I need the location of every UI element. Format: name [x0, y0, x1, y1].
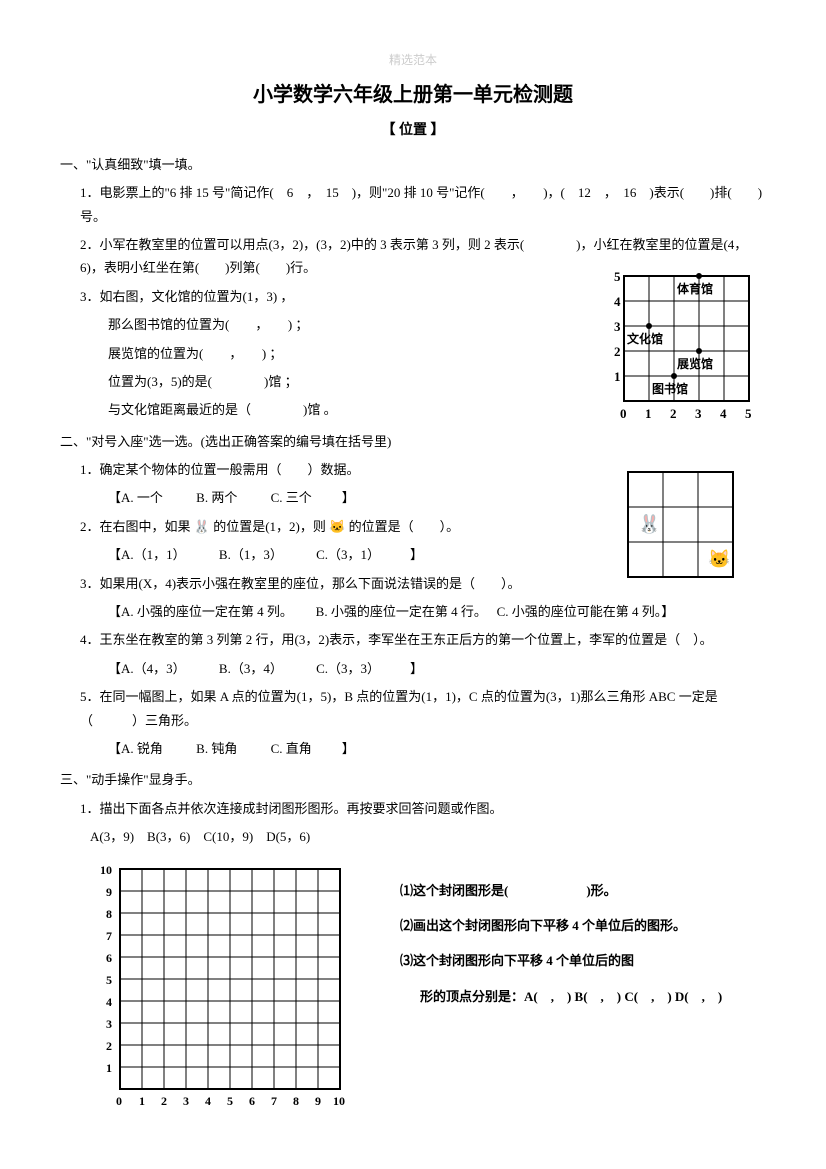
svg-text:7: 7 — [106, 929, 112, 943]
q3-sub1: ⑴这个封闭图形是( )形。 — [400, 879, 722, 902]
section1-header: 一、"认真细致"填一填。 — [60, 153, 766, 176]
rabbit-icon: 🐰 — [194, 519, 210, 534]
svg-text:2: 2 — [670, 406, 677, 421]
q2-3: 3．如果用(X，4)表示小强在教室里的座位，那么下面说法错误的是（ ）。 — [80, 572, 766, 595]
svg-text:3: 3 — [695, 406, 702, 421]
svg-text:4: 4 — [106, 995, 112, 1009]
q2-3-opt-c: C. 小强的座位可能在第 4 列。 — [497, 604, 662, 619]
svg-text:0: 0 — [620, 406, 627, 421]
svg-text:6: 6 — [249, 1094, 255, 1108]
q2-5-opt-b: B. 钝角 — [196, 737, 237, 760]
q2-4-opt-c: C.（3，3） — [316, 657, 380, 680]
section3-header: 三、"动手操作"显身手。 — [60, 768, 766, 791]
q2-2-opt-a: A.（1，1） — [121, 543, 186, 566]
watermark-text: 精选范本 — [60, 50, 766, 72]
grid-subquestions: ⑴这个封闭图形是( )形。 ⑵画出这个封闭图形向下平移 4 个单位后的图形。 ⑶… — [400, 859, 722, 1021]
q3-sub2: ⑵画出这个封闭图形向下平移 4 个单位后的图形。 — [400, 914, 722, 937]
svg-text:9: 9 — [106, 885, 112, 899]
svg-text:1: 1 — [645, 406, 652, 421]
q3-1: 1．描出下面各点并依次连接成封闭图形图形。再按要求回答问题或作图。 — [80, 797, 766, 820]
svg-text:6: 6 — [106, 951, 112, 965]
q2-1-opt-b: B. 两个 — [196, 486, 237, 509]
q3-sub3: ⑶这个封闭图形向下平移 4 个单位后的图 — [400, 949, 722, 972]
q3-sub3b: 形的顶点分别是：A( , ) B( , ) C( , ) D( , ) — [420, 985, 722, 1008]
q2-5-opt-a: A. 锐角 — [121, 737, 163, 760]
svg-text:2: 2 — [161, 1094, 167, 1108]
q2-1-opt-c: C. 三个 — [271, 486, 312, 509]
svg-text:1: 1 — [614, 369, 621, 384]
location-chart-svg: 5 4 3 2 1 0 1 2 3 4 5 体育馆 文化馆 展览馆 图书馆 — [606, 268, 766, 428]
svg-text:7: 7 — [271, 1094, 277, 1108]
q2-4-opt-b: B.（3，4） — [219, 657, 283, 680]
location-chart: 5 4 3 2 1 0 1 2 3 4 5 体育馆 文化馆 展览馆 图书馆 — [606, 268, 766, 435]
q2-5: 5．在同一幅图上，如果 A 点的位置为(1，5)，B 点的位置为(1，1)，C … — [80, 685, 766, 732]
page-title: 小学数学六年级上册第一单元检测题 — [60, 77, 766, 113]
page-subtitle: 【 位置 】 — [60, 118, 766, 143]
svg-text:🐰: 🐰 — [638, 513, 660, 534]
svg-text:9: 9 — [315, 1094, 321, 1108]
svg-text:1: 1 — [106, 1061, 112, 1075]
svg-text:🐱: 🐱 — [708, 549, 730, 569]
svg-text:2: 2 — [614, 344, 621, 359]
q3-1-coords: A(3，9) B(3，6) C(10，9) D(5，6) — [90, 825, 766, 848]
q2-3-options: 【A. 小强的座位一定在第 4 列。 B. 小强的座位一定在第 4 行。 C. … — [108, 600, 766, 623]
cat-icon: 🐱 — [329, 519, 345, 534]
svg-text:4: 4 — [720, 406, 727, 421]
svg-text:3: 3 — [614, 319, 621, 334]
svg-text:3: 3 — [183, 1094, 189, 1108]
svg-text:1: 1 — [139, 1094, 145, 1108]
q2-3-opt-b: B. 小强的座位一定在第 4 行。 — [316, 604, 481, 619]
svg-text:展览馆: 展览馆 — [677, 356, 713, 371]
q2-4-options: 【A.（4，3） B.（3，4） C.（3，3）】 — [108, 657, 766, 680]
q2-4-opt-a: A.（4，3） — [121, 657, 186, 680]
svg-text:图书馆: 图书馆 — [652, 381, 688, 396]
svg-text:4: 4 — [205, 1094, 211, 1108]
coordinate-grid-svg: 10 9 8 7 6 5 4 3 2 1 0 1 2 3 4 5 6 7 8 9… — [90, 859, 370, 1119]
q2-2-opt-c: C.（3，1） — [316, 543, 380, 566]
svg-text:5: 5 — [106, 973, 112, 987]
q2-2-text1: 2．在右图中，如果 — [80, 519, 194, 534]
q2-2-text3: 的位置是（ ）。 — [349, 519, 460, 534]
svg-text:5: 5 — [614, 269, 621, 284]
coordinate-grid-section: 10 9 8 7 6 5 4 3 2 1 0 1 2 3 4 5 6 7 8 9… — [60, 859, 766, 1119]
q2-5-options: 【A. 锐角 B. 钝角 C. 直角】 — [108, 737, 766, 760]
svg-text:文化馆: 文化馆 — [627, 331, 663, 346]
q2-1-opt-a: A. 一个 — [121, 486, 163, 509]
q2-5-opt-c: C. 直角 — [271, 737, 312, 760]
svg-text:10: 10 — [100, 863, 112, 877]
q2-3-opt-a: A. 小强的座位一定在第 4 列。 — [121, 604, 286, 619]
svg-text:2: 2 — [106, 1039, 112, 1053]
q2-4: 4．王东坐在教室的第 3 列第 2 行，用(3，2)表示，李军坐在王东正后方的第… — [80, 628, 766, 651]
q1-1: 1．电影票上的"6 排 15 号"简记作( 6 ， 15 )，则"20 排 10… — [80, 181, 766, 228]
animal-grid-chart: 🐰 🐱 — [626, 470, 736, 587]
svg-text:0: 0 — [116, 1094, 122, 1108]
svg-text:4: 4 — [614, 294, 621, 309]
svg-text:5: 5 — [745, 406, 752, 421]
svg-text:体育馆: 体育馆 — [677, 281, 713, 296]
svg-text:5: 5 — [227, 1094, 233, 1108]
q2-2-text2: 的位置是(1，2)，则 — [213, 519, 329, 534]
animal-grid-svg: 🐰 🐱 — [626, 470, 736, 580]
svg-text:8: 8 — [106, 907, 112, 921]
svg-text:3: 3 — [106, 1017, 112, 1031]
svg-text:10: 10 — [333, 1094, 345, 1108]
q2-2-opt-b: B.（1，3） — [219, 543, 283, 566]
svg-text:8: 8 — [293, 1094, 299, 1108]
